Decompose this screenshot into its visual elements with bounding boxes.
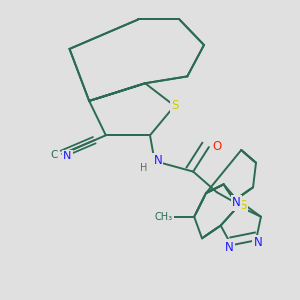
Text: H: H: [140, 163, 148, 173]
Text: N: N: [63, 151, 72, 161]
Text: S: S: [171, 99, 178, 112]
Text: N: N: [154, 154, 162, 167]
Text: C: C: [50, 150, 58, 160]
Text: N: N: [254, 236, 262, 249]
Text: S: S: [240, 200, 247, 212]
Text: N: N: [225, 241, 234, 254]
Text: O: O: [212, 140, 221, 153]
Text: N: N: [232, 196, 241, 209]
Text: CH₃: CH₃: [155, 212, 173, 222]
